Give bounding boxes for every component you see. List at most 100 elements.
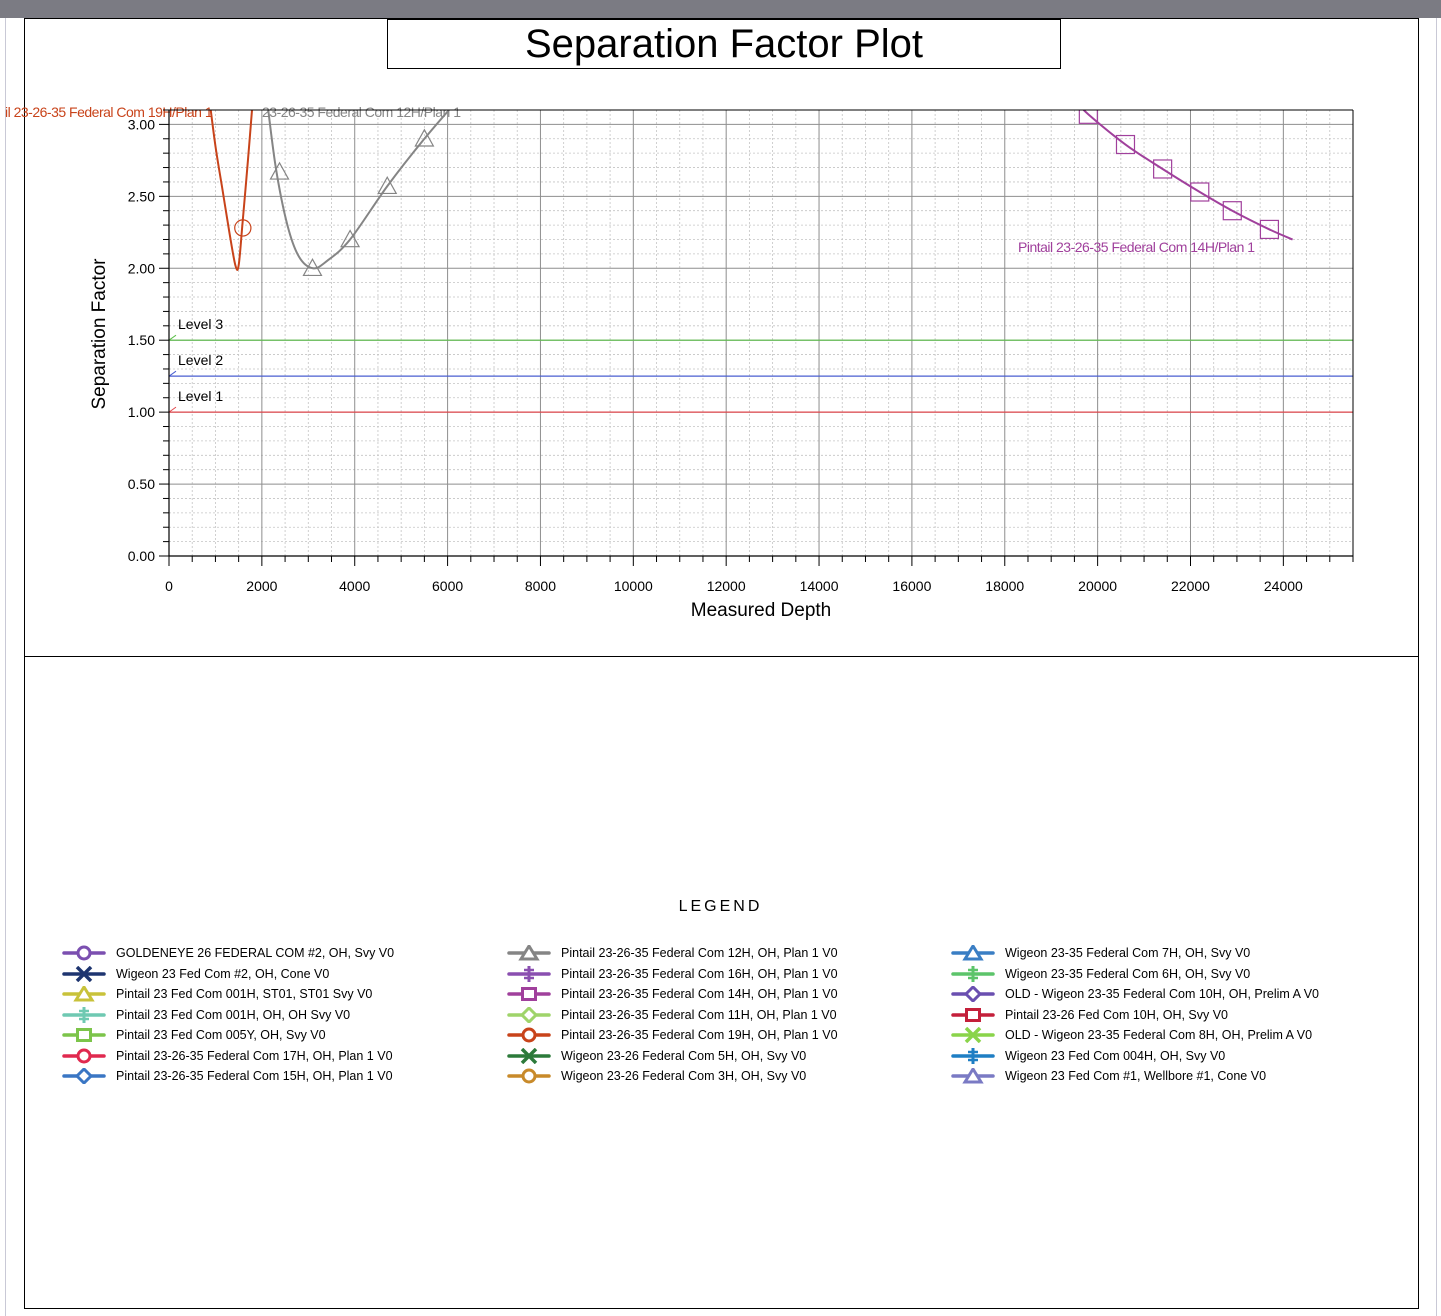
series-labels: il 23-26-35 Federal Com 19H/Plan 1 23-26-… bbox=[5, 104, 1256, 255]
level-tick bbox=[168, 370, 177, 377]
legend-item-label: Pintail 23-26-35 Federal Com 14H, OH, Pl… bbox=[561, 987, 838, 1002]
diamond-marker-icon bbox=[62, 1068, 106, 1085]
legend-divider bbox=[24, 656, 1419, 657]
diamond-marker-icon bbox=[951, 986, 995, 1003]
legend-item: Pintail 23 Fed Com 001H, ST01, ST01 Svy … bbox=[62, 984, 394, 1005]
y-axis-ticks: 0.00 0.50 1.00 1.50 2.00 2.50 3.00 bbox=[128, 109, 169, 564]
series-point bbox=[1222, 201, 1242, 221]
x-tick-label: 18000 bbox=[985, 578, 1024, 594]
legend-column-1: GOLDENEYE 26 FEDERAL COM #2, OH, Svy V0 W… bbox=[62, 943, 394, 1087]
circle-marker-icon bbox=[62, 1048, 106, 1064]
legend-item-label: Wigeon 23-35 Federal Com 6H, OH, Svy V0 bbox=[1005, 966, 1251, 981]
series-point bbox=[1190, 182, 1210, 202]
legend-item: OLD - Wigeon 23-35 Federal Com 8H, OH, P… bbox=[951, 1025, 1319, 1046]
series-line bbox=[209, 110, 254, 271]
legend-item: Wigeon 23 Fed Com #2, OH, Cone V0 bbox=[62, 964, 394, 985]
y-tick-label: 2.00 bbox=[128, 260, 155, 276]
legend-item: Pintail 23-26-35 Federal Com 11H, OH, Pl… bbox=[507, 1005, 838, 1026]
x-marker-icon bbox=[62, 965, 106, 982]
legend-item: Pintail 23 Fed Com 005Y, OH, Svy V0 bbox=[62, 1025, 394, 1046]
legend-column-3: Wigeon 23-35 Federal Com 7H, OH, Svy V0 W… bbox=[951, 943, 1319, 1087]
legend-item-label: Wigeon 23-35 Federal Com 7H, OH, Svy V0 bbox=[1005, 946, 1251, 961]
legend-item: Pintail 23-26-35 Federal Com 17H, OH, Pl… bbox=[62, 1046, 394, 1067]
x-tick-label: 0 bbox=[165, 578, 173, 594]
left-edge bbox=[0, 18, 6, 1316]
legend-item-label: Wigeon 23 Fed Com #2, OH, Cone V0 bbox=[116, 966, 330, 981]
plus-marker-icon bbox=[951, 1047, 995, 1064]
x-tick-label: 16000 bbox=[892, 578, 931, 594]
x-tick-label: 10000 bbox=[614, 578, 653, 594]
diamond-marker-icon bbox=[507, 1006, 551, 1023]
series-point bbox=[269, 161, 290, 180]
x-tick-label: 14000 bbox=[800, 578, 839, 594]
x-tick-label: 4000 bbox=[339, 578, 370, 594]
legend-item: Pintail 23 Fed Com 001H, OH, OH Svy V0 bbox=[62, 1005, 394, 1026]
legend-item-label: Pintail 23-26-35 Federal Com 16H, OH, Pl… bbox=[561, 966, 838, 981]
legend-item: Wigeon 23-26 Federal Com 5H, OH, Svy V0 bbox=[507, 1046, 838, 1067]
series-point bbox=[1153, 159, 1173, 179]
series-point bbox=[340, 229, 361, 248]
legend-item: Wigeon 23-35 Federal Com 6H, OH, Svy V0 bbox=[951, 964, 1319, 985]
level-label: Level 3 bbox=[178, 316, 223, 332]
x-axis-ticks: 0 2000 4000 6000 8000 10000 12000 14000 16000 180… bbox=[165, 556, 1354, 594]
legend-item-label: Pintail 23 Fed Com 005Y, OH, Svy V0 bbox=[116, 1028, 326, 1043]
legend-item: Pintail 23-26 Fed Com 10H, OH, Svy V0 bbox=[951, 1005, 1319, 1026]
plot-frame bbox=[24, 18, 1419, 1309]
y-tick-label: 0.50 bbox=[128, 476, 155, 492]
series-point bbox=[414, 128, 435, 147]
level-tick bbox=[168, 406, 177, 413]
legend-item: Pintail 23-26-35 Federal Com 19H, OH, Pl… bbox=[507, 1025, 838, 1046]
level-label: Level 1 bbox=[178, 388, 223, 404]
legend-item-label: Pintail 23-26-35 Federal Com 11H, OH, Pl… bbox=[561, 1007, 837, 1022]
legend-item-label: Pintail 23 Fed Com 001H, OH, OH Svy V0 bbox=[116, 1007, 351, 1022]
legend-item-label: OLD - Wigeon 23-35 Federal Com 10H, OH, … bbox=[1005, 987, 1320, 1002]
x-tick-label: 24000 bbox=[1264, 578, 1303, 594]
y-tick-label: 1.50 bbox=[128, 332, 155, 348]
series-line bbox=[1082, 110, 1294, 241]
series-label: Pintail 23-26-35 Federal Com 14H/Plan 1 bbox=[1018, 239, 1255, 255]
legend-item: Pintail 23-26-35 Federal Com 12H, OH, Pl… bbox=[507, 943, 838, 964]
legend-item: GOLDENEYE 26 FEDERAL COM #2, OH, Svy V0 bbox=[62, 943, 394, 964]
series-label: il 23-26-35 Federal Com 19H/Plan 1 bbox=[5, 104, 213, 120]
x-tick-label: 12000 bbox=[707, 578, 746, 594]
x-tick-label: 2000 bbox=[246, 578, 277, 594]
legend-item-label: Pintail 23-26-35 Federal Com 15H, OH, Pl… bbox=[116, 1069, 393, 1084]
y-axis-label: Separation Factor bbox=[89, 258, 110, 410]
circle-marker-icon bbox=[507, 1027, 551, 1043]
right-edge bbox=[1436, 18, 1441, 1316]
legend-item-label: Pintail 23-26-35 Federal Com 12H, OH, Pl… bbox=[561, 946, 838, 961]
x-axis-label: Measured Depth bbox=[691, 600, 831, 621]
legend-item-label: Pintail 23 Fed Com 001H, ST01, ST01 Svy … bbox=[116, 987, 373, 1002]
x-tick-label: 22000 bbox=[1171, 578, 1210, 594]
y-tick-label: 1.00 bbox=[128, 404, 155, 420]
y-tick-label: 0.00 bbox=[128, 548, 155, 564]
legend-item-label: Wigeon 23-26 Federal Com 5H, OH, Svy V0 bbox=[561, 1048, 807, 1063]
legend-item-label: Wigeon 23 Fed Com #1, Wellbore #1, Cone … bbox=[1005, 1069, 1267, 1084]
legend-item: Pintail 23-26-35 Federal Com 15H, OH, Pl… bbox=[62, 1066, 394, 1087]
separation-factor-chart: Level 1 Level 2 Level 3 il 23-26-35 Federa… bbox=[5, 104, 1354, 621]
triangle-marker-icon bbox=[507, 945, 551, 961]
series-point bbox=[234, 219, 252, 237]
legend-item-label: Wigeon 23-26 Federal Com 3H, OH, Svy V0 bbox=[561, 1069, 807, 1084]
legend-item-label: OLD - Wigeon 23-35 Federal Com 8H, OH, P… bbox=[1005, 1028, 1313, 1043]
square-marker-icon bbox=[62, 1028, 106, 1043]
x-tick-label: 20000 bbox=[1078, 578, 1117, 594]
plus-marker-icon bbox=[951, 965, 995, 982]
legend-column-2: Pintail 23-26-35 Federal Com 12H, OH, Pl… bbox=[507, 943, 838, 1087]
square-marker-icon bbox=[951, 1007, 995, 1022]
legend-item-label: Pintail 23-26 Fed Com 10H, OH, Svy V0 bbox=[1005, 1007, 1229, 1022]
series-point bbox=[1078, 110, 1098, 124]
level-lines: Level 1 Level 2 Level 3 bbox=[168, 316, 1353, 413]
legend-item-label: Wigeon 23 Fed Com 004H, OH, Svy V0 bbox=[1005, 1048, 1226, 1063]
level-label: Level 2 bbox=[178, 352, 223, 368]
legend-item: Pintail 23-26-35 Federal Com 16H, OH, Pl… bbox=[507, 964, 838, 985]
series-point bbox=[302, 258, 323, 277]
triangle-marker-icon bbox=[951, 1068, 995, 1084]
series-label: 23-26-35 Federal Com 12H/Plan 1 bbox=[262, 104, 461, 120]
legend-item: Wigeon 23-35 Federal Com 7H, OH, Svy V0 bbox=[951, 943, 1319, 964]
x-marker-icon bbox=[507, 1047, 551, 1064]
legend-item: Wigeon 23 Fed Com 004H, OH, Svy V0 bbox=[951, 1046, 1319, 1067]
circle-marker-icon bbox=[507, 1068, 551, 1084]
circle-marker-icon bbox=[62, 945, 106, 961]
square-marker-icon bbox=[507, 987, 551, 1002]
